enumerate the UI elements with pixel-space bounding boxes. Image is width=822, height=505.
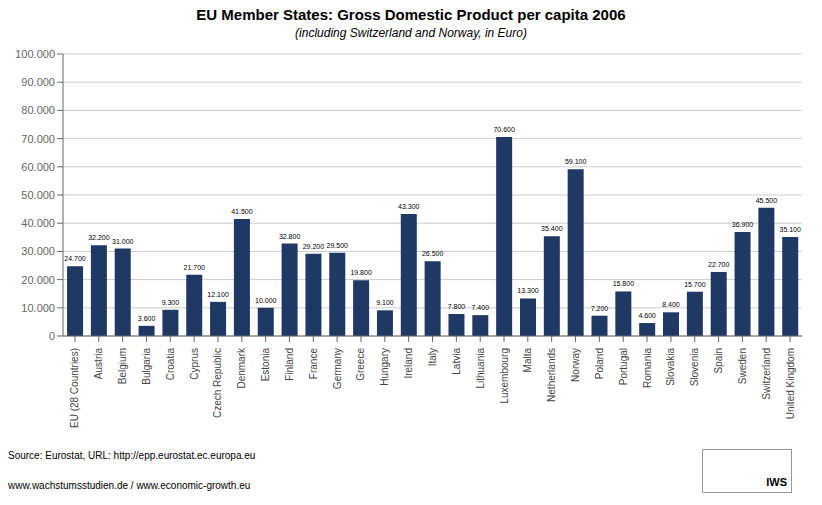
svg-text:15.700: 15.700: [684, 281, 706, 288]
svg-text:Slovakia: Slovakia: [665, 348, 676, 386]
svg-text:43.300: 43.300: [398, 203, 420, 210]
svg-text:Cyprus: Cyprus: [189, 348, 200, 380]
svg-text:70.000: 70.000: [21, 133, 55, 145]
svg-text:Ireland: Ireland: [403, 348, 414, 379]
svg-text:70.600: 70.600: [493, 126, 515, 133]
svg-text:35.400: 35.400: [541, 225, 563, 232]
svg-text:Malta: Malta: [522, 348, 533, 373]
svg-text:7.400: 7.400: [472, 304, 490, 311]
html-text:Source: Eurostat, URL: http://: Source: Eurostat, URL: http://epp.eurost…: [8, 450, 256, 461]
svg-text:Slovenia: Slovenia: [689, 348, 700, 387]
svg-text:59.100: 59.100: [565, 158, 587, 165]
svg-text:Estonia: Estonia: [260, 348, 271, 382]
svg-text:Netherlands: Netherlands: [546, 348, 557, 402]
svg-text:41.500: 41.500: [231, 208, 253, 215]
svg-text:30.000: 30.000: [21, 245, 55, 257]
svg-text:Italy: Italy: [427, 348, 438, 366]
svg-text:24.700: 24.700: [64, 255, 86, 262]
svg-text:45.500: 45.500: [756, 197, 778, 204]
svg-text:60.000: 60.000: [21, 161, 55, 173]
svg-text:Austria: Austria: [93, 348, 104, 380]
svg-text:Denmark: Denmark: [236, 347, 247, 389]
svg-text:32.800: 32.800: [279, 233, 301, 240]
svg-text:Greece: Greece: [355, 348, 366, 381]
svg-text:Spain: Spain: [713, 348, 724, 374]
svg-text:Switzerland: Switzerland: [761, 348, 772, 400]
svg-text:12.100: 12.100: [207, 291, 229, 298]
html-text:www.wachstumsstudien.de / www.: www.wachstumsstudien.de / www.economic-g…: [8, 480, 251, 491]
svg-text:Croatia: Croatia: [165, 348, 176, 381]
svg-text:13.300: 13.300: [517, 287, 539, 294]
svg-text:Bulgaria: Bulgaria: [141, 348, 152, 385]
svg-text:9.100: 9.100: [376, 299, 394, 306]
svg-text:Lithuania: Lithuania: [475, 348, 486, 389]
svg-text:Norway: Norway: [570, 348, 581, 382]
svg-text:19.800: 19.800: [350, 269, 372, 276]
svg-text:8.400: 8.400: [662, 301, 680, 308]
svg-text:29.500: 29.500: [327, 242, 349, 249]
svg-text:29.200: 29.200: [303, 243, 325, 250]
html-text:(including Switzerland and Nor: (including Switzerland and Norway, in Eu…: [295, 26, 527, 40]
svg-text:Hungary: Hungary: [379, 348, 390, 386]
svg-text:Sweden: Sweden: [737, 348, 748, 384]
html-text:IWS: IWS: [766, 476, 787, 488]
svg-text:80.000: 80.000: [21, 104, 55, 116]
html-text:EU Member States: Gross Domest: EU Member States: Gross Domestic Product…: [196, 6, 626, 23]
svg-text:35.100: 35.100: [780, 226, 802, 233]
svg-text:France: France: [308, 348, 319, 380]
svg-text:100.000: 100.000: [15, 48, 55, 60]
svg-text:Portugal: Portugal: [618, 348, 629, 385]
svg-text:22.700: 22.700: [708, 261, 730, 268]
svg-text:Germany: Germany: [332, 348, 343, 389]
svg-text:7.200: 7.200: [591, 305, 609, 312]
svg-text:Romania: Romania: [642, 348, 653, 388]
svg-text:21.700: 21.700: [184, 264, 206, 271]
svg-text:32.200: 32.200: [88, 234, 110, 241]
svg-text:26.500: 26.500: [422, 250, 444, 257]
svg-text:50.000: 50.000: [21, 189, 55, 201]
svg-text:10.000: 10.000: [255, 297, 277, 304]
svg-text:United Kingdom: United Kingdom: [785, 348, 796, 419]
svg-text:36.900: 36.900: [732, 221, 754, 228]
svg-text:0: 0: [49, 330, 55, 342]
svg-text:40.000: 40.000: [21, 217, 55, 229]
svg-text:Belgium: Belgium: [117, 348, 128, 384]
svg-text:9.300: 9.300: [162, 299, 180, 306]
svg-text:20.000: 20.000: [21, 274, 55, 286]
svg-text:Latvia: Latvia: [451, 348, 462, 375]
svg-text:EU (28 Countries): EU (28 Countries): [69, 348, 80, 428]
svg-text:Luxembourg: Luxembourg: [499, 348, 510, 404]
svg-text:Finland: Finland: [284, 348, 295, 381]
svg-text:3.600: 3.600: [138, 315, 156, 322]
svg-text:Poland: Poland: [594, 348, 605, 379]
svg-text:4.600: 4.600: [638, 312, 656, 319]
svg-text:15.800: 15.800: [613, 280, 635, 287]
svg-text:10.000: 10.000: [21, 302, 55, 314]
svg-text:Czech Republic: Czech Republic: [212, 348, 223, 418]
svg-text:7.800: 7.800: [448, 303, 466, 310]
svg-text:31.000: 31.000: [112, 238, 134, 245]
svg-text:90.000: 90.000: [21, 76, 55, 88]
